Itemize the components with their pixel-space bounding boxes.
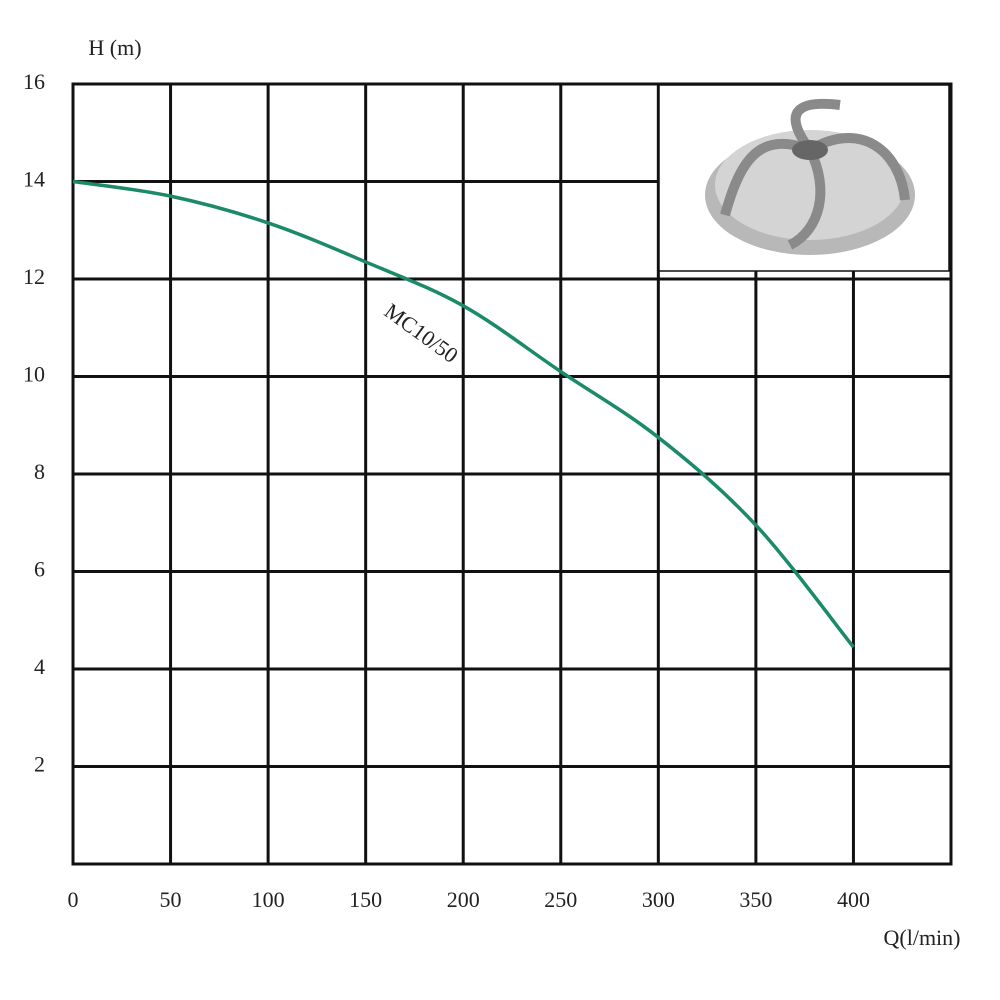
y-tick-label: 2 <box>34 752 45 777</box>
x-tick-label: 100 <box>252 887 285 912</box>
y-tick-label: 14 <box>23 167 45 192</box>
y-tick-label: 6 <box>34 557 45 582</box>
y-tick-label: 12 <box>23 264 45 289</box>
y-tick-label: 16 <box>23 69 45 94</box>
x-tick-label: 0 <box>68 887 79 912</box>
x-axis-label: Q(l/min) <box>884 925 961 950</box>
x-tick-label: 200 <box>447 887 480 912</box>
impeller-image <box>658 84 950 272</box>
y-tick-label: 4 <box>34 654 45 679</box>
x-tick-label: 50 <box>160 887 182 912</box>
x-tick-label: 400 <box>837 887 870 912</box>
plot-area: 2 4 6 8 10 12 14 16 0 50 100 150 200 250 300 350 400 MC10… <box>23 69 953 912</box>
y-tick-label: 10 <box>23 362 45 387</box>
x-tick-label: 150 <box>349 887 382 912</box>
curve <box>72 179 855 649</box>
curve-label: MC10/50 <box>380 298 463 368</box>
x-tick-label: 300 <box>642 887 675 912</box>
x-tick-label: 350 <box>739 887 772 912</box>
y-axis-label: H (m) <box>88 35 141 60</box>
x-tick-label: 250 <box>544 887 577 912</box>
y-tick-label: 8 <box>34 459 45 484</box>
